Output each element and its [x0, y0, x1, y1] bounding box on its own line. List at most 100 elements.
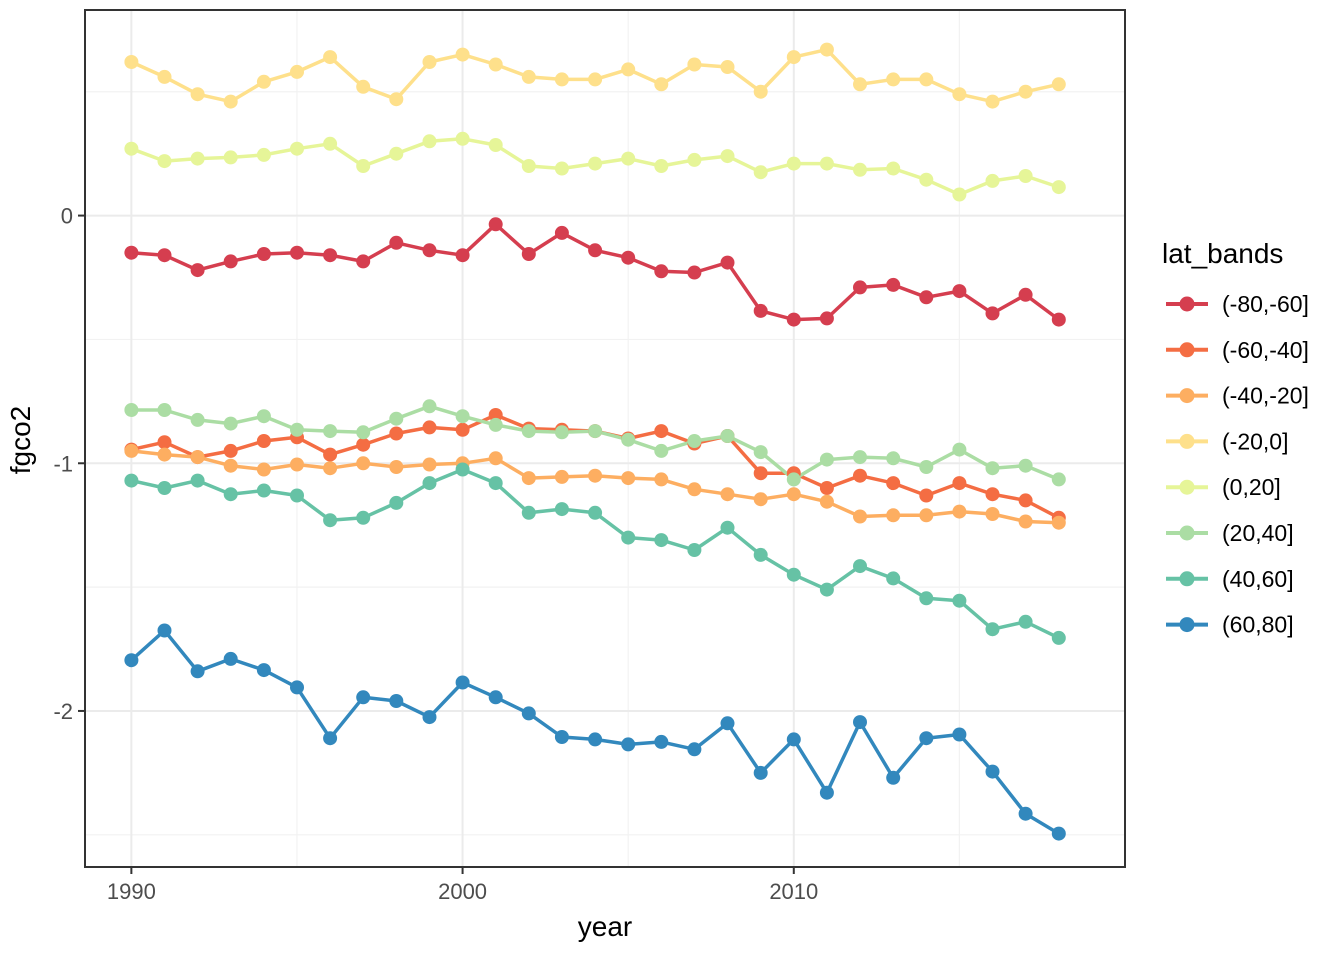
series-point — [985, 507, 1000, 521]
series-point — [389, 235, 404, 250]
series-point — [223, 458, 238, 473]
series-point — [952, 593, 967, 608]
series-point — [521, 471, 536, 486]
series-point — [157, 154, 172, 169]
series-point — [389, 694, 404, 708]
series-point — [223, 416, 238, 431]
series-point — [720, 520, 735, 535]
series-point — [323, 50, 338, 65]
series-point — [1018, 458, 1033, 473]
series-point — [753, 165, 768, 180]
series-point — [455, 675, 470, 690]
series-point — [554, 469, 569, 484]
series-point — [720, 716, 735, 731]
legend-item: (-40,-20] — [1166, 383, 1309, 409]
series-point — [786, 487, 801, 502]
series-point — [323, 731, 338, 746]
series-point — [654, 264, 669, 279]
series-point — [687, 482, 702, 497]
series-point — [1018, 806, 1033, 821]
y-axis-title: fgco2 — [5, 406, 36, 475]
series-point — [521, 69, 536, 84]
legend-key-point — [1179, 342, 1195, 358]
series-point — [819, 311, 834, 326]
series-point — [356, 456, 371, 471]
legend-item: (20,40] — [1166, 520, 1294, 546]
series-point — [290, 422, 304, 437]
series-point — [819, 452, 834, 467]
series-point — [455, 248, 470, 263]
series-point — [853, 450, 867, 465]
series-point — [223, 94, 238, 109]
series-point — [985, 461, 1000, 476]
series-point — [621, 432, 636, 447]
series-point — [853, 280, 867, 295]
series-point — [1018, 493, 1033, 508]
series-point — [753, 303, 768, 318]
series-point — [687, 543, 702, 557]
series-point — [786, 472, 801, 487]
series-point — [422, 243, 437, 258]
series-point — [422, 710, 437, 725]
series-point — [687, 152, 702, 167]
x-tick-label: 2000 — [438, 879, 487, 904]
series-point — [422, 420, 437, 435]
series-point — [488, 690, 503, 705]
series-point — [124, 403, 139, 417]
series-point — [422, 134, 437, 149]
series-point — [157, 623, 172, 638]
series-point — [886, 476, 901, 491]
series-point — [985, 487, 1000, 502]
series-point — [985, 306, 1000, 321]
legend-item-label: (-40,-20] — [1222, 383, 1309, 409]
series-point — [753, 466, 768, 481]
series-point — [753, 445, 768, 460]
series-point — [753, 547, 768, 562]
series-point — [886, 277, 901, 292]
series-point — [521, 505, 536, 520]
series-point — [554, 72, 569, 87]
legend-item: (-80,-60] — [1166, 291, 1309, 317]
series-point — [952, 187, 967, 202]
series-point — [290, 245, 304, 260]
series-point — [223, 150, 238, 165]
series-point — [1051, 180, 1066, 195]
series-point — [124, 473, 139, 488]
series-point — [223, 487, 238, 502]
series-point — [886, 161, 901, 176]
x-tick-label: 1990 — [107, 879, 156, 904]
series-point — [1018, 614, 1033, 629]
series-point — [488, 408, 503, 422]
series-point — [256, 247, 271, 261]
series-point — [455, 409, 470, 424]
series-point — [1051, 77, 1066, 92]
series-point — [190, 473, 205, 488]
series-point — [389, 411, 404, 426]
series-point — [521, 424, 536, 439]
series-point — [588, 468, 603, 483]
series-point — [853, 509, 867, 524]
series-point — [124, 443, 139, 458]
series-point — [356, 425, 371, 440]
series-point — [323, 447, 338, 462]
series-point — [621, 530, 636, 545]
series-point — [223, 254, 238, 269]
axes: 1990 2000 2010 0 -1 -2 — [53, 204, 818, 904]
series-point — [1051, 826, 1066, 841]
series-point — [323, 424, 338, 439]
series-point — [919, 508, 934, 523]
series-point — [952, 727, 967, 742]
series-point — [256, 74, 271, 89]
series-point — [588, 243, 603, 258]
legend-key-point — [1179, 296, 1195, 312]
series-point — [356, 159, 371, 173]
legend-key-point — [1179, 479, 1195, 495]
series-point — [422, 457, 437, 472]
series-point — [786, 732, 801, 747]
series-point — [554, 425, 569, 440]
series-point — [389, 92, 404, 107]
series-point — [654, 77, 669, 92]
series-point — [290, 141, 304, 156]
series-point — [157, 403, 172, 417]
panel-border — [84, 9, 1126, 868]
